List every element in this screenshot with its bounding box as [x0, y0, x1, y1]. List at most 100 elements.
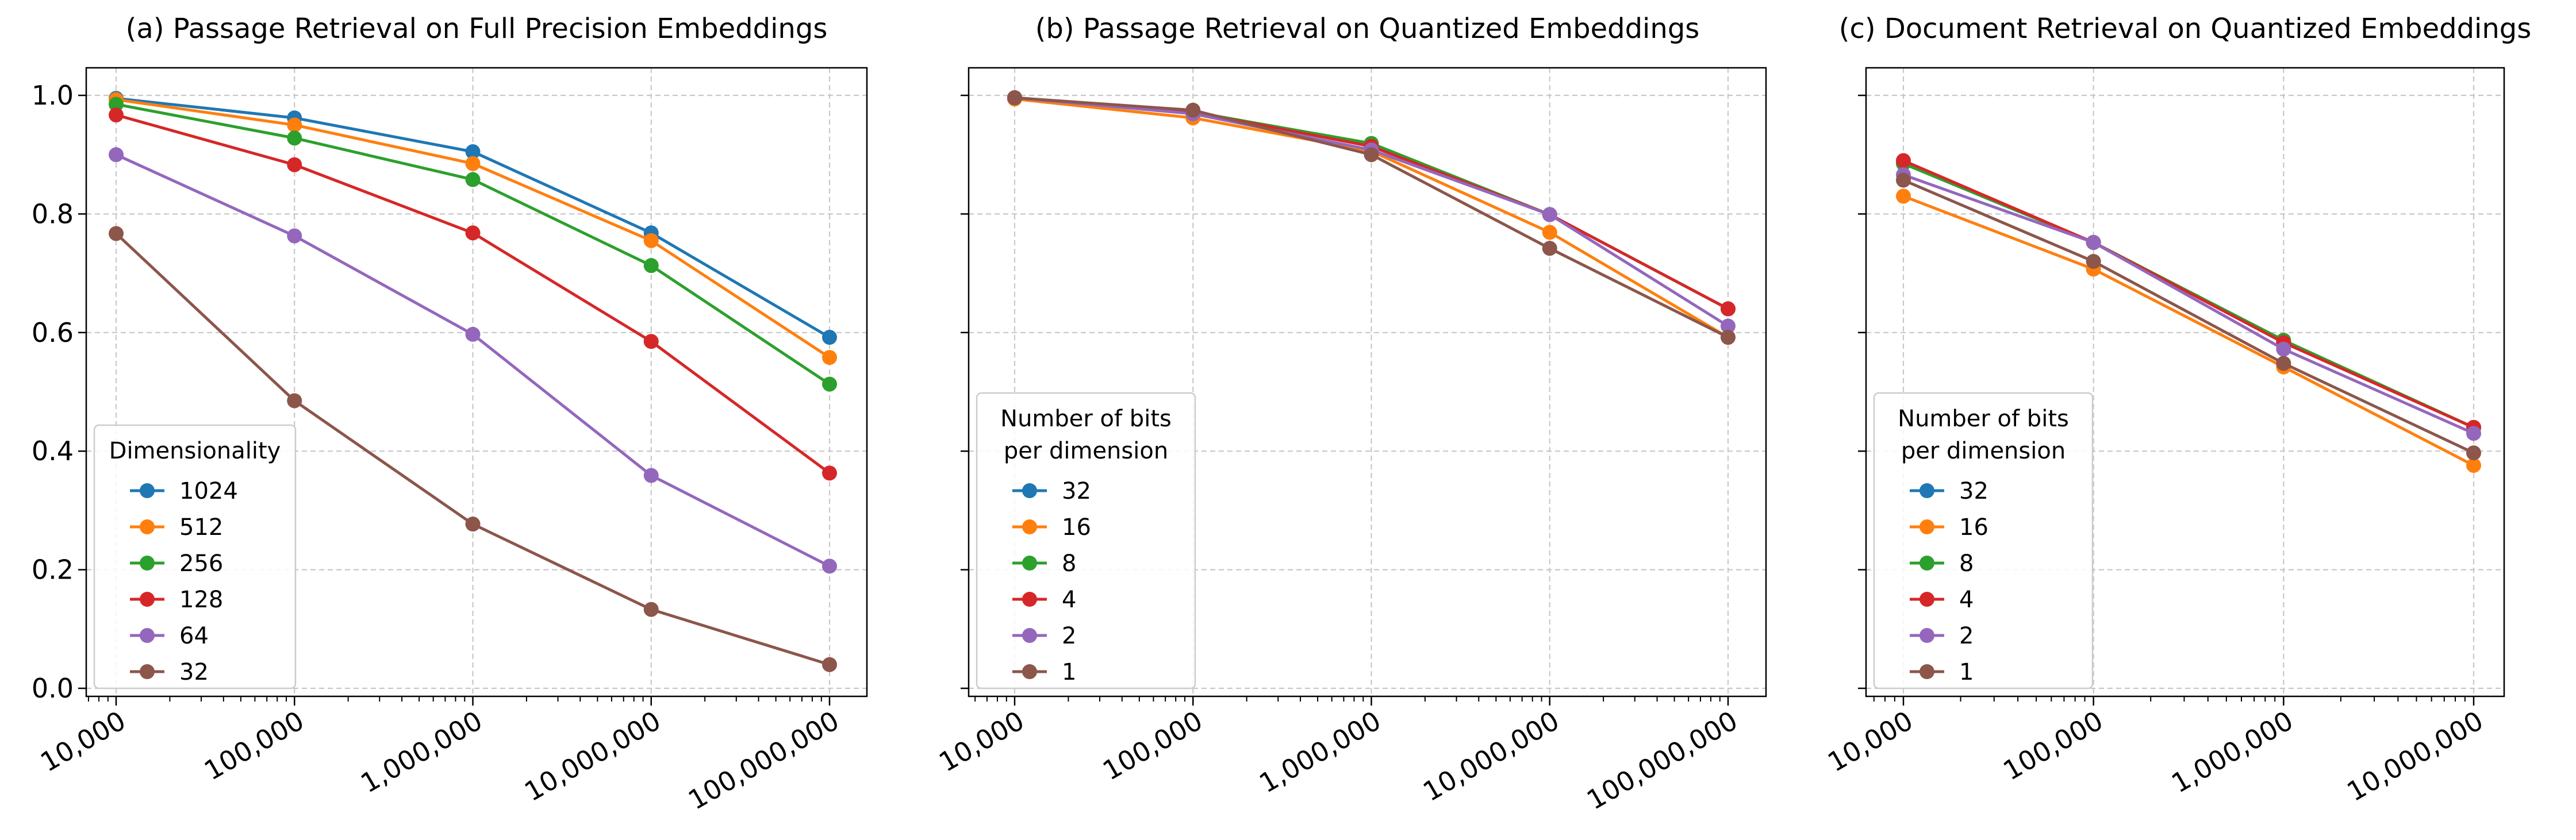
data-point	[1185, 102, 1201, 118]
x-tick-label: 100,000,000	[683, 705, 844, 816]
data-point	[1542, 207, 1557, 222]
x-tick-label: 1,000,000	[2166, 705, 2298, 799]
series-32	[109, 226, 837, 672]
legend-swatch-marker	[1022, 664, 1037, 679]
data-point	[643, 233, 659, 248]
legend-label: 1	[1959, 659, 1974, 685]
legend-label: 512	[179, 514, 223, 541]
data-point	[2466, 426, 2481, 441]
legend-label: 2	[1959, 623, 1974, 649]
gridlines	[969, 68, 1766, 696]
data-point	[2276, 356, 2291, 371]
series-line	[1903, 179, 2475, 454]
legend-swatch-marker	[140, 556, 155, 571]
legend-swatch-marker	[1022, 628, 1037, 643]
series-1	[1896, 172, 2481, 461]
x-tick-label: 100,000	[199, 705, 309, 787]
series-128	[109, 107, 837, 481]
data-point	[822, 376, 837, 392]
legend-swatch-marker	[140, 664, 155, 679]
x-tick-label: 100,000	[1998, 705, 2108, 787]
legend-title: Number of bits	[1898, 406, 2069, 432]
x-tick-label: 10,000	[35, 705, 130, 778]
chart-title: (c) Document Retrieval on Quantized Embe…	[1839, 13, 2532, 45]
y-tick-label: 0.4	[32, 436, 74, 467]
legend-swatch-marker	[1919, 519, 1934, 534]
legend-swatch-marker	[1022, 592, 1037, 607]
legend-label: 32	[179, 659, 209, 685]
plot-frame	[1865, 67, 2505, 698]
data-point	[1364, 147, 1379, 163]
legend-swatch-marker	[140, 483, 155, 498]
data-point	[822, 465, 837, 481]
data-point	[2466, 445, 2481, 461]
data-point	[287, 228, 302, 244]
legend-title: Dimensionality	[109, 438, 281, 464]
data-point	[1896, 188, 1911, 204]
legend-label: 8	[1959, 550, 1974, 577]
legend-label: 256	[179, 550, 223, 577]
legend-label: 16	[1959, 514, 1988, 541]
series-256	[109, 97, 837, 392]
data-point	[822, 558, 837, 574]
data-point	[109, 97, 124, 112]
data-point	[643, 334, 659, 349]
data-point	[1896, 172, 1911, 188]
legend-swatch-marker	[1022, 556, 1037, 571]
chart-title: (b) Passage Retrieval on Quantized Embed…	[1035, 13, 1700, 45]
x-tick-label: 10,000,000	[1418, 705, 1564, 807]
plot-frame	[968, 67, 1767, 698]
y-tick-label: 0.2	[32, 554, 74, 585]
legend-label: 4	[1062, 587, 1076, 613]
legend-title: per dimension	[1901, 438, 2066, 464]
x-tick-label: 100,000	[1097, 705, 1208, 787]
data-point	[822, 330, 837, 345]
data-point	[287, 117, 302, 133]
chart-panel-1: (a) Passage Retrieval on Full Precision …	[32, 13, 868, 816]
legend-title: per dimension	[1004, 438, 1168, 464]
legend: Number of bits per dimension 32 16 8 4 2 1	[1873, 392, 2094, 689]
data-point	[643, 602, 659, 617]
data-point	[1896, 153, 1911, 168]
data-point	[643, 468, 659, 483]
y-tick-label: 0.0	[32, 673, 74, 704]
legend-swatch-marker	[140, 519, 155, 534]
series-1	[1007, 90, 1736, 345]
x-tick-label: 10,000	[934, 705, 1029, 778]
legend-swatch-marker	[1022, 519, 1037, 534]
legend-label: 32	[1959, 478, 1988, 504]
data-point	[1542, 225, 1557, 240]
legend-swatch-marker	[1919, 556, 1934, 571]
legend-label: 8	[1062, 550, 1076, 577]
x-tick-label: 1,000,000	[355, 705, 487, 799]
legend-title: Number of bits	[1000, 406, 1172, 432]
data-point	[465, 156, 481, 171]
legend-label: 128	[179, 587, 223, 613]
legend-label: 4	[1959, 587, 1974, 613]
data-point	[287, 393, 302, 409]
legend-label: 2	[1062, 623, 1076, 649]
chart-title: (a) Passage Retrieval on Full Precision …	[126, 13, 828, 45]
data-point	[109, 147, 124, 163]
data-point	[643, 258, 659, 273]
data-point	[2086, 253, 2101, 269]
legend-box	[1873, 392, 2094, 689]
legend-label: 16	[1062, 514, 1091, 541]
data-point	[465, 517, 481, 532]
plot-frame	[85, 67, 868, 698]
data-point	[2466, 457, 2481, 473]
legend-swatch-marker	[140, 592, 155, 607]
series-line	[1903, 195, 2475, 467]
series-64	[109, 147, 837, 574]
data-point	[1542, 241, 1557, 256]
x-tick-label: 10,000,000	[2341, 705, 2488, 807]
legend-box	[976, 392, 1196, 689]
data-point	[465, 172, 481, 187]
data-point	[465, 225, 481, 241]
chart-panel-3: (c) Document Retrieval on Quantized Embe…	[1822, 13, 2531, 807]
data-point	[465, 326, 481, 342]
legend-label: 1024	[179, 478, 238, 504]
data-point	[822, 657, 837, 672]
x-tick-label: 100,000,000	[1581, 705, 1742, 816]
